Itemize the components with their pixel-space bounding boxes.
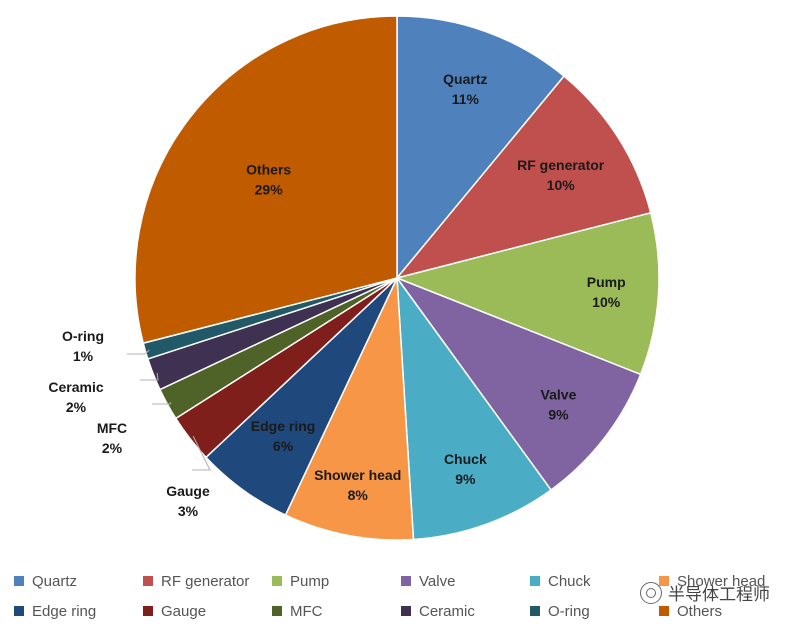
slice-label-name: Chuck [444, 451, 487, 467]
leader-line [152, 402, 172, 405]
legend-item: Pump [272, 573, 401, 590]
legend-swatch [530, 576, 540, 586]
slice-label-percent: 1% [73, 348, 94, 364]
pie-slice-pump [394, 211, 660, 376]
legend-swatch [14, 606, 24, 616]
legend-swatch [14, 576, 24, 586]
slice-label-percent: 3% [178, 503, 199, 519]
legend-swatch [272, 606, 282, 616]
legend-row: Edge ring Gauge MFC Ceramic O-ring Others [14, 596, 794, 626]
legend-swatch [143, 606, 153, 616]
legend-swatch [401, 606, 411, 616]
leader-line [192, 435, 211, 471]
leader-line [140, 372, 159, 381]
wechat-icon [640, 581, 662, 604]
slice-label-percent: 11% [452, 91, 480, 107]
legend-item: O-ring [530, 603, 659, 620]
slice-label-percent: 2% [66, 399, 87, 415]
slice-label-name: RF generator [517, 157, 605, 173]
legend-swatch [401, 576, 411, 586]
slice-label-name: Edge ring [251, 418, 316, 434]
legend-item: Chuck [530, 573, 659, 590]
slice-label-name: Pump [587, 274, 626, 290]
legend-label: Others [677, 602, 723, 620]
slice-labels: Quartz 11% RF generator 10% Pump 10% Valve 9% Ch… [48, 71, 625, 519]
slice-label-name: Quartz [443, 71, 487, 87]
pie-slice-others [134, 15, 398, 345]
pie-slice-quartz [396, 15, 566, 281]
pie-slice-chuck [396, 275, 553, 541]
legend-label: Shower head [677, 572, 766, 590]
legend-item: Others [659, 603, 788, 620]
legend-item: Gauge [143, 603, 272, 620]
leader-lines [127, 349, 211, 471]
leader-line [127, 349, 150, 355]
legend-item: RF generator [143, 573, 272, 590]
slice-label-percent: 10% [547, 177, 576, 193]
legend-label: Ceramic [419, 602, 475, 620]
legend-swatch [659, 576, 669, 586]
slice-label-name: Shower head [314, 467, 401, 483]
pie-chart: Quartz 11% RF generator 10% Pump 10% Valve 9% Ch… [48, 15, 660, 541]
slice-label-name: O-ring [62, 328, 104, 344]
legend-label: O-ring [548, 602, 590, 620]
legend-swatch [143, 576, 153, 586]
slice-label-percent: 9% [548, 406, 569, 422]
pie-slices [134, 15, 660, 541]
legend-item: Quartz [14, 573, 143, 590]
legend-item: MFC [272, 603, 401, 620]
watermark: 半导体工程师 [640, 580, 770, 605]
pie-slice-valve [394, 276, 642, 492]
legend-label: Gauge [161, 602, 207, 620]
slice-label-name: Gauge [166, 483, 210, 499]
slice-label-percent: 10% [592, 294, 621, 310]
legend-label: Quartz [32, 572, 78, 590]
pie-slice-shower-head [284, 277, 415, 541]
legend-label: Edge ring [32, 602, 97, 620]
legend-swatch [530, 606, 540, 616]
slice-label-percent: 8% [348, 487, 369, 503]
slice-label-percent: 2% [102, 440, 123, 456]
legend-swatch [659, 606, 669, 616]
slice-label-percent: 9% [455, 471, 476, 487]
slice-label-name: Others [246, 161, 291, 177]
legend-label: MFC [290, 602, 323, 620]
legend-label: RF generator [161, 572, 250, 590]
legend-item: Shower head [659, 573, 788, 590]
pie-slice-rf-generator [394, 75, 652, 280]
legend-row: Quartz RF generator Pump Valve Chuck Shower h… [14, 566, 794, 596]
legend-label: Chuck [548, 572, 591, 590]
legend-item: Edge ring [14, 603, 143, 620]
slice-label-percent: 29% [255, 181, 284, 197]
legend-item: Valve [401, 573, 530, 590]
legend-item: Ceramic [401, 603, 530, 620]
slice-label-name: Valve [541, 386, 577, 402]
legend-swatch [272, 576, 282, 586]
slice-label-percent: 6% [273, 438, 294, 454]
watermark-text: 半导体工程师 [668, 585, 770, 605]
legend-label: Valve [419, 572, 456, 590]
slice-label-name: MFC [97, 420, 127, 436]
slice-label-name: Ceramic [48, 379, 103, 395]
legend-label: Pump [290, 572, 330, 590]
legend: Quartz RF generator Pump Valve Chuck Shower h… [14, 566, 794, 626]
